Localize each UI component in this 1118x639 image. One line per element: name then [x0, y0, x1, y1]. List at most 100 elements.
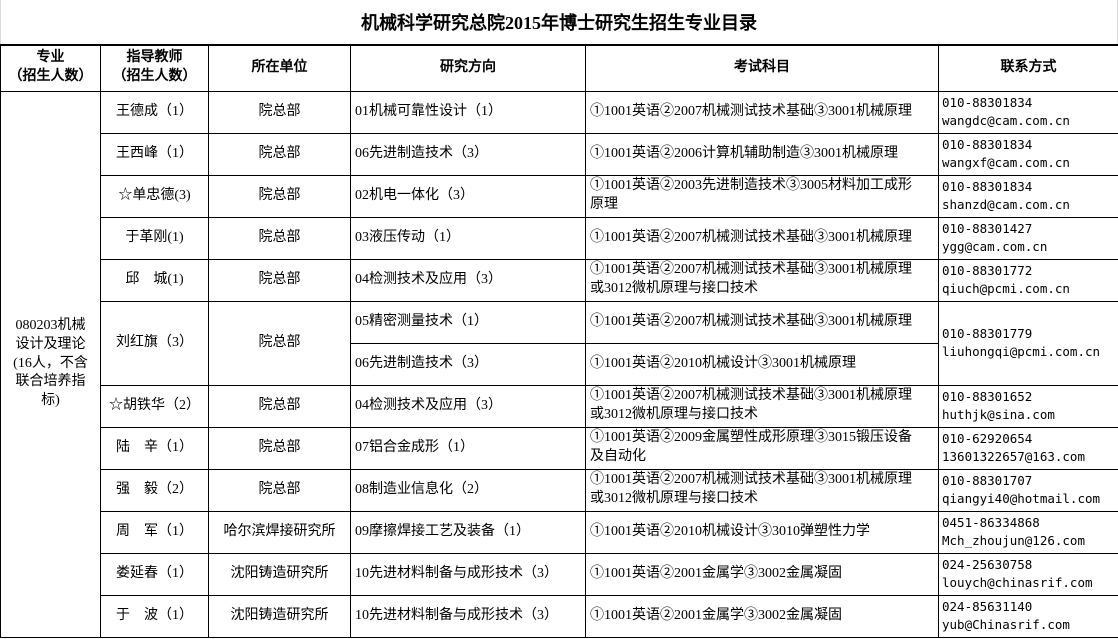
- direction-cell: 07铝合金成形（1）: [350, 426, 586, 470]
- direction-cell: 08制造业信息化（2）: [350, 468, 586, 512]
- supervisor-cell: 娄延春（1）: [100, 552, 209, 596]
- email-text: Mch_zhoujun@126.com: [942, 533, 1085, 548]
- exam-cell: ①1001英语②2006计算机辅助制造③3001机械原理: [585, 132, 939, 176]
- unit-cell: 院总部: [208, 426, 351, 470]
- email-text: ygg@cam.com.cn: [942, 239, 1048, 254]
- table-row: ☆胡铁华（2） 院总部 04检测技术及应用（3） ①1001英语②2007机械测…: [1, 384, 1118, 428]
- phone-text: 010-88301834: [942, 178, 1033, 194]
- unit-cell: 院总部: [208, 258, 351, 302]
- unit-cell: 院总部: [208, 132, 351, 176]
- header-direction: 研究方向: [350, 44, 586, 92]
- exam-cell: ①1001英语②2007机械测试技术基础③3001机械原理 或3012微机原理与…: [585, 468, 939, 512]
- unit-cell: 院总部: [208, 216, 351, 260]
- email-text: liuhongqi@pcmi.com.cn: [942, 344, 1101, 359]
- exam-cell: ①1001英语②2009金属塑性成形原理③3015锻压设备 及自动化: [585, 426, 939, 470]
- email-text: huthjk@sina.com: [942, 407, 1055, 422]
- table-row: 080203机械 设计及理论 (16人，不含 联合培养指 标) 王德成（1） 院…: [0, 90, 1118, 638]
- direction-cell: 03液压传动（1）: [350, 216, 586, 260]
- supervisor-cell: 王德成（1）: [100, 90, 209, 134]
- exam-cell: ①1001英语②2007机械测试技术基础③3001机械原理 或3012微机原理与…: [585, 258, 939, 302]
- email-text: yub@Chinasrif.com: [942, 617, 1070, 632]
- exam-cell: ①1001英语②2010机械设计③3010弹塑性力学: [585, 510, 939, 554]
- exam-cell: ①1001英语②2001金属学③3002金属凝固: [585, 552, 939, 596]
- table-row: 06先进制造技术（3） ①1001英语②2010机械设计③3001机械原理: [1, 342, 1118, 386]
- supervisor-cell: ☆单忠德(3): [100, 174, 209, 218]
- email-text: 13601322657@163.com: [942, 449, 1085, 464]
- email-text: louych@chinasrif.com: [942, 575, 1093, 590]
- table-row: 邱 城(1) 院总部 04检测技术及应用（3） ①1001英语②2007机械测试…: [1, 258, 1118, 302]
- phone-text: 010-88301834: [942, 94, 1033, 110]
- exam-cell: ①1001英语②2007机械测试技术基础③3001机械原理: [585, 90, 939, 134]
- table-row: ☆单忠德(3) 院总部 02机电一体化（3） ①1001英语②2003先进制造技…: [1, 174, 1118, 218]
- unit-cell: 院总部: [208, 384, 351, 428]
- direction-cell: 04检测技术及应用（3）: [350, 258, 586, 302]
- header-row: 专业 （招生人数） 指导教师 （招生人数） 所在单位 研究方向 考试科目 联系方…: [0, 44, 1118, 92]
- table-row: 于 波（1） 沈阳铸造研究所 10先进材料制备与成形技术（3） ①1001英语②…: [1, 594, 1118, 638]
- unit-cell: 沈阳铸造研究所: [208, 552, 351, 596]
- contact-cell: 010-88301427 ygg@cam.com.cn: [938, 216, 1118, 260]
- exam-cell: ①1001英语②2003先进制造技术③3005材料加工成形 原理: [585, 174, 939, 218]
- email-text: qiuch@pcmi.com.cn: [942, 281, 1070, 296]
- contact-cell: 010-88301707 qiangyi40@hotmail.com: [938, 468, 1118, 512]
- direction-cell: 10先进材料制备与成形技术（3）: [350, 552, 586, 596]
- header-contact: 联系方式: [938, 44, 1118, 92]
- contact-cell: 010-62920654 13601322657@163.com: [938, 426, 1118, 470]
- direction-cell: 10先进材料制备与成形技术（3）: [350, 594, 586, 638]
- direction-cell: 06先进制造技术（3）: [350, 132, 586, 176]
- contact-cell: 010-88301834 wangdc@cam.com.cn: [938, 90, 1118, 134]
- page-title: 机械科学研究总院2015年博士研究生招生专业目录: [0, 0, 1118, 44]
- supervisor-cell: 刘红旗（3）: [100, 300, 209, 386]
- table-row: 陆 辛（1） 院总部 07铝合金成形（1） ①1001英语②2009金属塑性成形…: [1, 426, 1118, 470]
- contact-cell: 0451-86334868 Mch_zhoujun@126.com: [938, 510, 1118, 554]
- phone-text: 010-62920654: [942, 430, 1033, 446]
- exam-cell: ①1001英语②2007机械测试技术基础③3001机械原理: [585, 300, 939, 344]
- exam-cell: ①1001英语②2001金属学③3002金属凝固: [585, 594, 939, 638]
- table-row: 王西峰（1） 院总部 06先进制造技术（3） ①1001英语②2006计算机辅助…: [1, 132, 1118, 176]
- admission-catalog-table: 专业 （招生人数） 指导教师 （招生人数） 所在单位 研究方向 考试科目 联系方…: [0, 44, 1118, 638]
- email-text: wangxf@cam.com.cn: [942, 155, 1070, 170]
- direction-cell: 01机械可靠性设计（1）: [350, 90, 586, 134]
- table-row: 周 军（1） 哈尔滨焊接研究所 09摩擦焊接工艺及装备（1） ①1001英语②2…: [1, 510, 1118, 554]
- unit-cell: 沈阳铸造研究所: [208, 594, 351, 638]
- direction-cell: 05精密测量技术（1）: [350, 300, 586, 344]
- exam-cell: ①1001英语②2007机械测试技术基础③3001机械原理 或3012微机原理与…: [585, 384, 939, 428]
- direction-cell: 06先进制造技术（3）: [350, 342, 586, 386]
- phone-text: 010-88301834: [942, 136, 1033, 152]
- phone-text: 0451-86334868: [942, 514, 1040, 530]
- contact-cell: 010-88301834 shanzd@cam.com.cn: [938, 174, 1118, 218]
- phone-text: 010-88301427: [942, 220, 1033, 236]
- contact-cell: 024-25630758 louych@chinasrif.com: [938, 552, 1118, 596]
- header-major: 专业 （招生人数）: [0, 44, 101, 92]
- table-row: 于革刚(1) 院总部 03液压传动（1） ①1001英语②2007机械测试技术基…: [1, 216, 1118, 260]
- supervisor-cell: 于革刚(1): [100, 216, 209, 260]
- header-exam: 考试科目: [585, 44, 939, 92]
- email-text: wangdc@cam.com.cn: [942, 113, 1070, 128]
- contact-cell: 010-88301772 qiuch@pcmi.com.cn: [938, 258, 1118, 302]
- exam-cell: ①1001英语②2007机械测试技术基础③3001机械原理: [585, 216, 939, 260]
- major-cell: 080203机械 设计及理论 (16人，不含 联合培养指 标): [0, 90, 101, 638]
- direction-cell: 04检测技术及应用（3）: [350, 384, 586, 428]
- phone-text: 010-88301779: [942, 325, 1033, 341]
- contact-cell: 010-88301779 liuhongqi@pcmi.com.cn: [938, 300, 1118, 386]
- supervisor-cell: 王西峰（1）: [100, 132, 209, 176]
- phone-text: 010-88301772: [942, 262, 1033, 278]
- phone-text: 024-25630758: [942, 556, 1033, 572]
- contact-cell: 010-88301834 wangxf@cam.com.cn: [938, 132, 1118, 176]
- header-unit: 所在单位: [208, 44, 351, 92]
- unit-cell: 院总部: [208, 90, 351, 134]
- supervisor-cell: 邱 城(1): [100, 258, 209, 302]
- phone-text: 010-88301652: [942, 388, 1033, 404]
- header-supervisor: 指导教师 （招生人数）: [100, 44, 209, 92]
- table-row: 娄延春（1） 沈阳铸造研究所 10先进材料制备与成形技术（3） ①1001英语②…: [1, 552, 1118, 596]
- phone-text: 024-85631140: [942, 598, 1033, 614]
- supervisor-cell: 强 毅（2）: [100, 468, 209, 512]
- email-text: shanzd@cam.com.cn: [942, 197, 1070, 212]
- email-text: qiangyi40@hotmail.com: [942, 491, 1101, 506]
- supervisor-cell: 陆 辛（1）: [100, 426, 209, 470]
- table-row: 刘红旗（3） 院总部 05精密测量技术（1） ①1001英语②2007机械测试技…: [1, 300, 1118, 386]
- unit-cell: 哈尔滨焊接研究所: [208, 510, 351, 554]
- table-row: 强 毅（2） 院总部 08制造业信息化（2） ①1001英语②2007机械测试技…: [1, 468, 1118, 512]
- supervisor-cell: 周 军（1）: [100, 510, 209, 554]
- supervisor-cell: ☆胡铁华（2）: [100, 384, 209, 428]
- direction-cell: 02机电一体化（3）: [350, 174, 586, 218]
